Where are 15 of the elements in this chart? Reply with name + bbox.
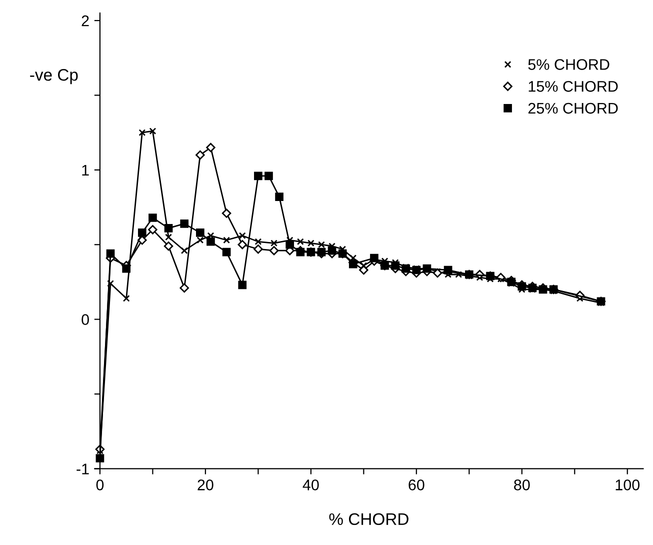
y-axis-title: -ve Cp <box>30 68 78 84</box>
x-tick-label: 60 <box>408 480 424 490</box>
x-axis-title: % CHORD <box>329 513 408 526</box>
x-tick-label: 100 <box>616 480 640 490</box>
x-tick-label: 40 <box>302 480 319 490</box>
legend-label: 25% CHORD <box>528 102 618 114</box>
y-tick-label: 0 <box>82 314 89 326</box>
x-tick-label: 80 <box>514 480 530 490</box>
y-tick-label: -1 <box>76 464 89 474</box>
legend-label: 15% CHORD <box>528 81 618 92</box>
legend-label: 5% CHORD <box>528 59 610 70</box>
x-tick-label: 20 <box>198 480 214 490</box>
y-tick-label: 2 <box>82 15 89 26</box>
x-tick-label: 0 <box>96 480 104 490</box>
y-tick-label: 1 <box>82 164 89 176</box>
